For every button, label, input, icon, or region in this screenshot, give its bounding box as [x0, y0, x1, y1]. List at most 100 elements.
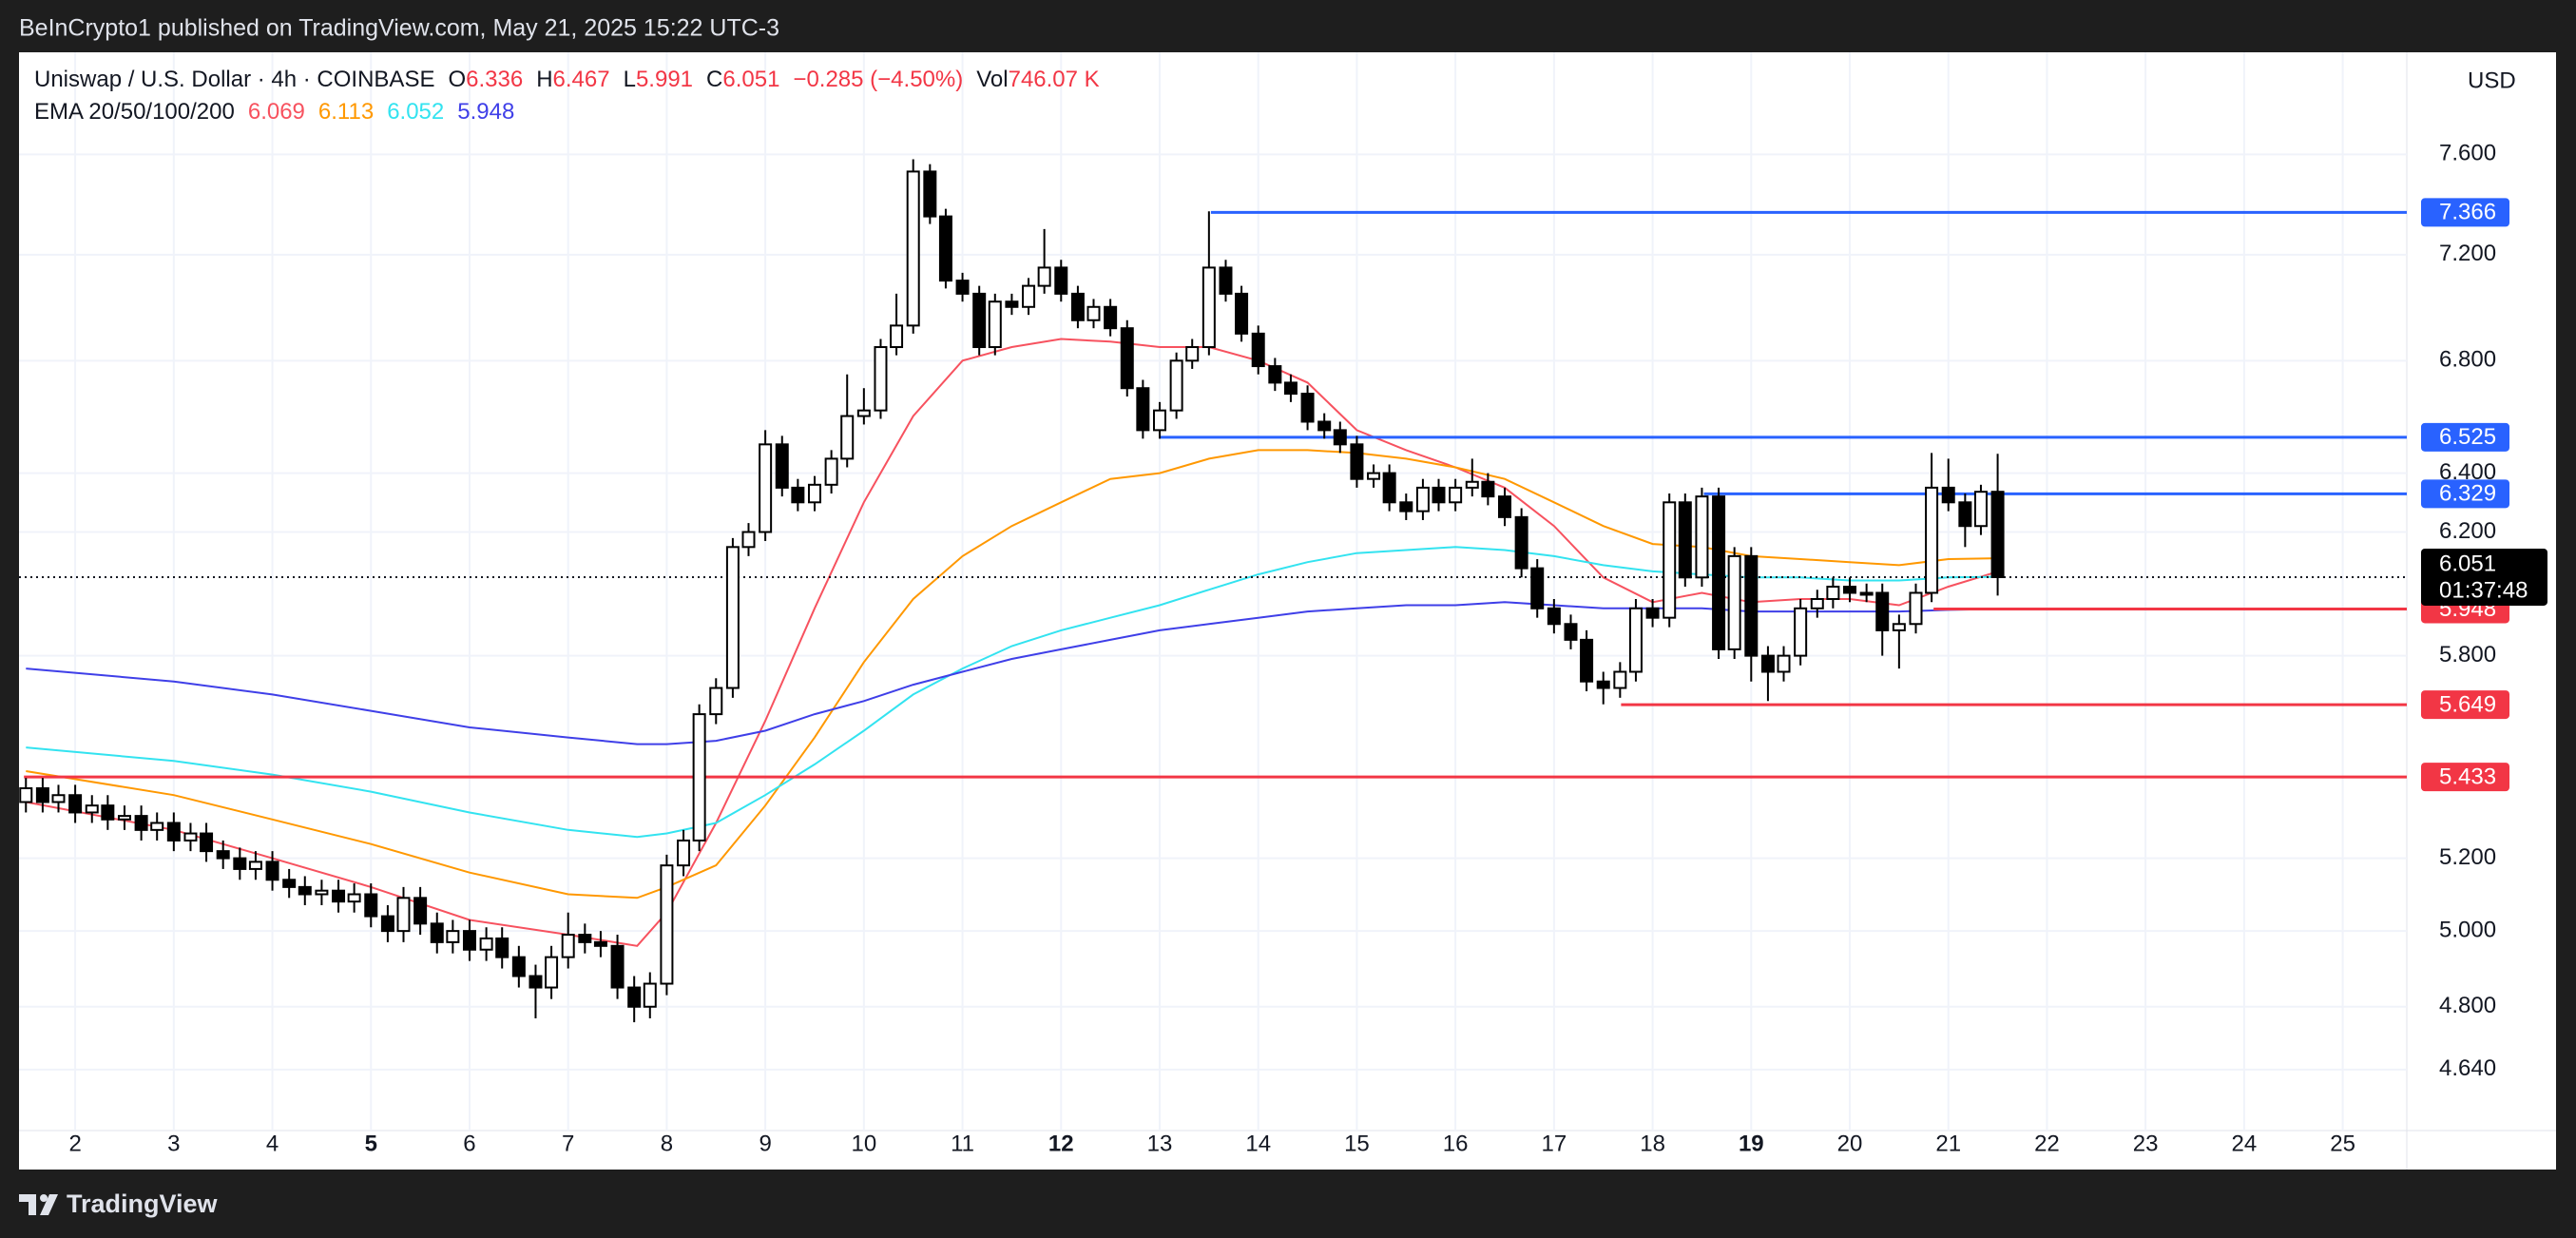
candle-body — [1941, 486, 1955, 504]
candle-body — [117, 815, 131, 821]
candle-body — [1005, 300, 1019, 308]
candle-body — [430, 922, 444, 943]
x-tick-label: 15 — [1344, 1131, 1370, 1156]
y-tick-label: 7.200 — [2439, 241, 2496, 266]
candle-body — [1564, 623, 1578, 641]
candle-body — [1777, 654, 1791, 673]
x-tick-label: 4 — [266, 1131, 279, 1156]
x-tick-label: 22 — [2034, 1131, 2060, 1156]
candle-body — [593, 940, 607, 947]
candle-body — [150, 822, 164, 831]
candle-body — [1843, 585, 1857, 594]
candle-body — [1973, 491, 1988, 528]
candle-body — [972, 292, 987, 349]
candle-body — [627, 986, 642, 1008]
x-tick-label: 20 — [1837, 1131, 1863, 1156]
legend-item: Vol — [976, 67, 1008, 92]
candle-body — [1859, 591, 1874, 596]
candle-body — [1497, 495, 1511, 518]
candle-body — [1333, 429, 1347, 446]
level-label: 5.433 — [2439, 764, 2496, 789]
candle-body — [1530, 567, 1545, 609]
candle-body — [660, 864, 674, 985]
candle-body — [1152, 409, 1166, 432]
legend-item: 6.052 — [387, 99, 444, 125]
candle-body — [1547, 607, 1561, 626]
y-tick-label: 4.640 — [2439, 1055, 2496, 1081]
candle-body — [1120, 327, 1134, 390]
candle-body — [874, 346, 888, 412]
level-label-box — [2421, 198, 2509, 227]
candle-body — [529, 975, 543, 989]
level-label-box — [2421, 763, 2509, 792]
legend-item: 6.113 — [318, 99, 374, 125]
candle-body — [692, 713, 706, 841]
candle-body — [1201, 266, 1216, 349]
candle-body — [68, 794, 83, 814]
candle-body — [51, 794, 66, 803]
candle-body — [1613, 670, 1627, 689]
candle-body — [610, 944, 625, 989]
x-tick-label: 23 — [2133, 1131, 2159, 1156]
countdown: 01:37:48 — [2439, 577, 2528, 603]
candle-body — [1596, 680, 1610, 689]
candle-body — [1300, 393, 1315, 423]
candle-body — [1481, 480, 1495, 498]
candle-body — [380, 915, 394, 933]
level-label: 7.366 — [2439, 200, 2496, 225]
candle-body — [677, 839, 691, 867]
candle-body — [1744, 554, 1759, 657]
legend-item: O — [448, 67, 466, 92]
level-label: 6.329 — [2439, 481, 2496, 507]
y-tick-label: 5.000 — [2439, 917, 2496, 942]
candle-body — [134, 815, 148, 831]
candle-body — [183, 832, 198, 841]
legend-line-2: EMA 20/50/100/200 6.069 6.113 6.052 5.948 — [34, 99, 514, 125]
axes: 2 3 4 5 6 7 8 9 10 11 12 13 14 15 16 17 18 19 20 21 22 23 24 25… — [68, 141, 2547, 1156]
legend-item: 6.467 — [553, 67, 610, 92]
candle-body — [1810, 597, 1824, 609]
candle-body — [1054, 266, 1068, 295]
candle-body — [1037, 266, 1051, 287]
candle-body — [1136, 387, 1150, 432]
candle-body — [775, 443, 789, 489]
candle-body — [759, 443, 773, 533]
candle-body — [166, 822, 181, 841]
x-tick-label: 25 — [2330, 1131, 2355, 1156]
candle-body — [1826, 585, 1840, 600]
candle-body — [988, 300, 1002, 349]
candle-body — [1399, 501, 1413, 513]
x-tick-label: 16 — [1443, 1131, 1469, 1156]
publisher: BeInCrypto1 published on TradingView.com… — [19, 15, 779, 42]
footer-brand: TradingView — [67, 1190, 219, 1218]
candle-body — [511, 956, 526, 977]
candle-body — [840, 415, 855, 460]
candle-body — [19, 787, 33, 803]
legend-item: 5.991 — [636, 67, 693, 92]
levels — [19, 210, 2407, 779]
level-label: 5.649 — [2439, 691, 2496, 717]
candle-body — [1678, 501, 1692, 579]
candle-body — [479, 937, 493, 951]
current-price-box — [2421, 548, 2547, 606]
candle-body — [1367, 472, 1381, 480]
candle-body — [1070, 292, 1085, 321]
x-tick-label: 18 — [1640, 1131, 1665, 1156]
candle-body — [1235, 292, 1249, 335]
chart-panel — [19, 52, 2556, 1170]
candle-body — [1465, 480, 1479, 489]
candle-body — [807, 483, 821, 504]
candle-body — [955, 280, 970, 295]
candle-body — [1794, 607, 1808, 657]
legend-item: C — [706, 67, 722, 92]
candle-body — [282, 879, 297, 888]
candle-body — [643, 982, 657, 1008]
candle-body — [1086, 305, 1101, 321]
candle-body — [906, 170, 920, 327]
candle-body — [1169, 359, 1183, 412]
legend-item: 6.336 — [466, 67, 523, 92]
x-tick-label: 19 — [1739, 1131, 1764, 1156]
candle-body — [364, 893, 378, 918]
x-tick-label: 11 — [951, 1131, 974, 1156]
